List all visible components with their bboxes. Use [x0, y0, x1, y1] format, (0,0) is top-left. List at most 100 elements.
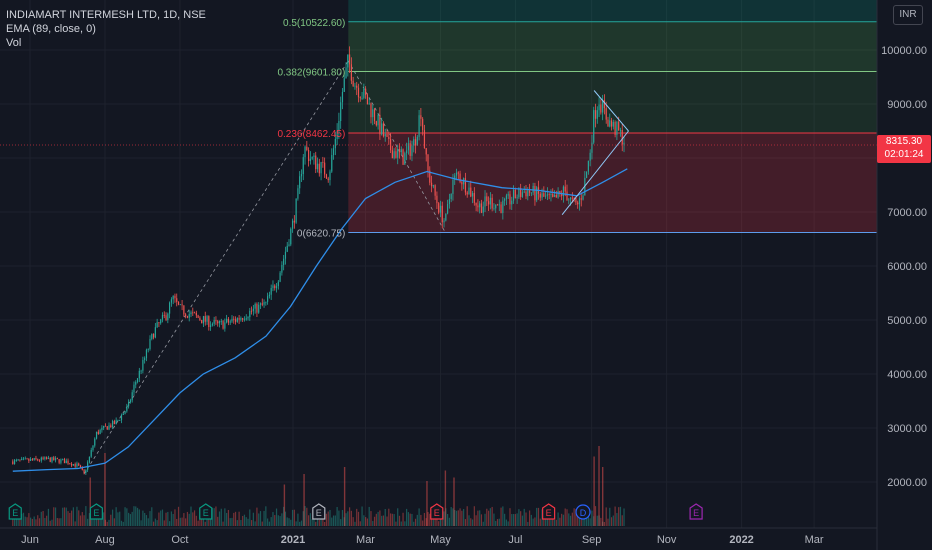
candle-body	[610, 120, 613, 127]
candle-body	[484, 196, 486, 207]
candle-body	[309, 158, 311, 162]
volume-bar	[425, 518, 427, 526]
candle-body	[609, 120, 611, 127]
symbol-title[interactable]: INDIAMART INTERMESH LTD, 1D, NSE	[6, 9, 206, 21]
candle-body	[104, 425, 107, 427]
candle-body	[147, 349, 149, 350]
volume-bar	[69, 512, 71, 526]
candle-body	[557, 191, 559, 198]
candle-body	[345, 67, 347, 79]
candle-body	[63, 459, 66, 464]
candle-body	[356, 85, 358, 88]
volume-bar	[438, 521, 440, 526]
ema-line	[12, 168, 628, 472]
volume-bar	[434, 518, 436, 526]
candle-body	[334, 138, 336, 149]
fib-zones[interactable]	[348, 0, 878, 233]
event-marker[interactable]: E	[689, 503, 703, 520]
time-axis[interactable]: Jun Aug Oct 2021 Mar May Jul Sep Nov 2022 Mar	[21, 534, 824, 546]
candle-body	[199, 317, 201, 321]
candle-body	[209, 325, 212, 327]
volume-bar	[22, 512, 25, 526]
event-marker[interactable]: E	[430, 503, 444, 520]
volume-bar	[115, 507, 117, 526]
candle-body	[185, 314, 187, 316]
candle-body	[62, 459, 64, 460]
candle-body	[409, 143, 411, 156]
volume-bar	[151, 507, 153, 526]
candle-body	[516, 197, 518, 199]
volume-legend[interactable]: Vol	[6, 37, 22, 49]
fib-zone-0.5-0.382	[348, 21, 878, 72]
candle-body	[272, 285, 274, 289]
currency-button[interactable]: INR	[893, 5, 923, 25]
volume-bar	[261, 521, 263, 526]
volume-bar	[122, 521, 124, 526]
volume-bar	[78, 510, 80, 526]
volume-bar	[92, 513, 94, 526]
event-marker[interactable]: E	[312, 503, 326, 520]
volume-bar	[470, 518, 472, 526]
volume-bar	[133, 506, 135, 526]
volume-bar	[231, 517, 233, 526]
candle-body	[179, 304, 181, 306]
candle-body	[183, 305, 185, 315]
candle-body	[539, 193, 541, 198]
volume-bar	[509, 508, 511, 526]
chart-legend: INDIAMART INTERMESH LTD, 1D, NSE EMA (89…	[6, 8, 206, 50]
time-tick-label: Sep	[582, 534, 602, 546]
volume-bar	[158, 512, 160, 526]
candle-body	[33, 458, 35, 460]
volume-bar	[464, 519, 467, 526]
event-marker[interactable]: E	[542, 503, 556, 520]
candle-body	[81, 467, 83, 470]
event-marker[interactable]: D	[575, 504, 591, 520]
volume-bar	[365, 517, 367, 526]
candle-body	[470, 187, 472, 197]
candle-body	[589, 152, 591, 161]
ema-legend[interactable]: EMA (89, close, 0)	[6, 23, 96, 35]
candle-body	[430, 182, 433, 187]
event-marker[interactable]: E	[199, 503, 213, 520]
volume-bar	[427, 512, 429, 526]
candle-body	[521, 192, 524, 197]
volume-bar	[103, 512, 105, 526]
volume-bar	[610, 517, 613, 526]
volume-bar	[564, 508, 566, 526]
fib-labels: 0.5(10522.60) 0.382(9601.80) 0.236(8462.45…	[277, 18, 345, 240]
candle-body	[231, 318, 233, 322]
volume-bar	[491, 506, 493, 526]
event-marker[interactable]: E	[8, 503, 22, 520]
volume-bar	[245, 517, 247, 526]
candle-body	[520, 188, 522, 197]
candle-body	[250, 310, 253, 312]
volume-bar	[129, 514, 132, 526]
triangle-trendlines[interactable]	[561, 90, 629, 216]
candle-body	[281, 264, 283, 273]
volume-bar	[242, 515, 244, 526]
volume-bar	[90, 519, 92, 526]
candle-body	[135, 382, 137, 385]
candle-body	[350, 64, 352, 81]
volume-bar	[218, 511, 221, 526]
candle-body	[594, 110, 597, 119]
volume-bar	[354, 521, 356, 526]
fib-level-label: 0(6620.75)	[297, 228, 345, 239]
candle-body	[511, 200, 513, 205]
volume-bar	[188, 513, 190, 526]
candle-body	[78, 463, 80, 466]
volume-bar	[76, 506, 78, 526]
candle-body	[379, 114, 381, 135]
volume-bar	[304, 506, 306, 526]
volume-bar	[161, 509, 164, 526]
time-axis-bg[interactable]	[0, 528, 877, 550]
candle-body	[46, 457, 48, 459]
candle-body	[204, 316, 206, 322]
price-axis[interactable]: 2000.00 3000.00 4000.00 5000.00 6000.00 7000.…	[881, 45, 927, 489]
volume-bar	[97, 518, 99, 526]
volume-bar	[195, 515, 197, 526]
candle-body	[439, 205, 442, 213]
event-marker[interactable]: E	[89, 503, 103, 520]
price-axis-bg[interactable]	[877, 0, 932, 528]
